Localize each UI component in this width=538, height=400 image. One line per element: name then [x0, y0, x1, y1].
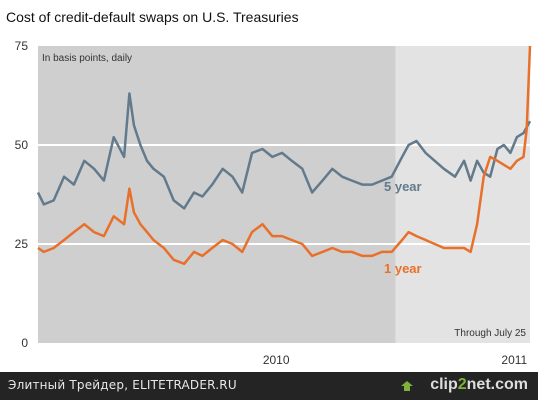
y-tick-label: 25: [15, 237, 29, 251]
chart-subtitle: In basis points, daily: [42, 53, 132, 64]
series-label-5-year: 5 year: [384, 179, 422, 194]
clip2net-logo: clip2net.com: [430, 376, 528, 394]
series-lines: [36, 45, 532, 266]
gridlines: [38, 144, 530, 245]
date-range-note: Through July 25: [454, 328, 526, 339]
chart-title: Cost of credit-default swaps on U.S. Tre…: [6, 9, 299, 25]
series-line-1-year: [37, 45, 532, 266]
x-axis-ticks: 2010 2011: [263, 353, 528, 367]
footer-bar: Элитный Трейдер, ELITETRADER.RU clip2net…: [0, 372, 538, 400]
credit-default-swaps-chart: Cost of credit-default swaps on U.S. Tre…: [6, 9, 532, 367]
series-line-5-year: [36, 92, 532, 210]
y-tick-label: 50: [15, 138, 29, 152]
y-tick-label: 75: [15, 39, 29, 53]
shade-light-period: [395, 46, 530, 343]
series-label-1-year: 1 year: [384, 261, 422, 276]
brand-suffix: net.com: [466, 376, 528, 393]
shade-dark-period: [38, 46, 396, 343]
footer-caption: Элитный Трейдер, ELITETRADER.RU: [8, 378, 237, 392]
brand-prefix: clip: [430, 376, 458, 393]
x-tick-label: 2010: [263, 353, 290, 367]
y-axis-ticks: 0 25 50 75: [15, 39, 29, 350]
x-tick-label: 2011: [501, 353, 527, 367]
brand-mid: 2: [457, 376, 467, 393]
y-tick-label: 0: [21, 336, 28, 350]
clip2net-logo-icon: [401, 381, 413, 391]
